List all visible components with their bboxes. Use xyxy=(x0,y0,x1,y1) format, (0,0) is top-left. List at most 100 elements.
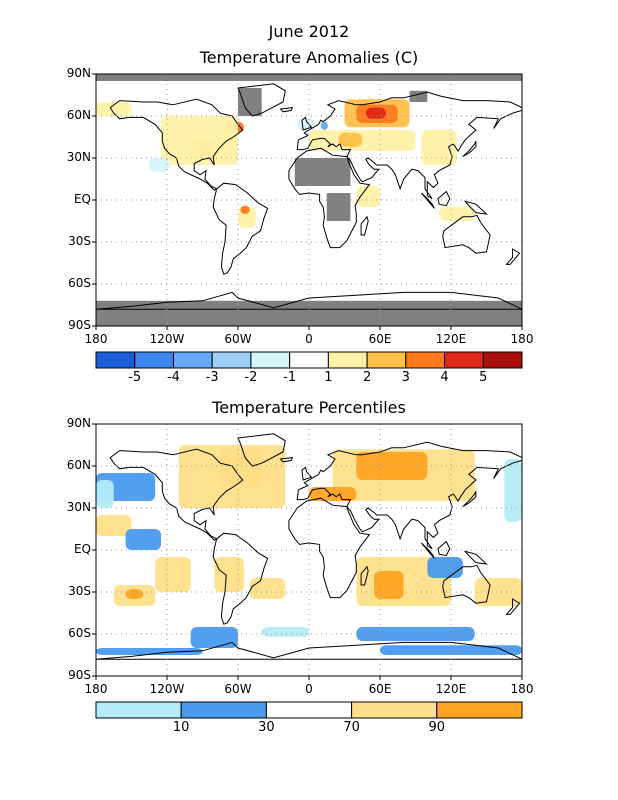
percentiles-lon-label: 180 xyxy=(84,682,108,696)
percentiles-coastline-australia xyxy=(442,564,491,604)
percentiles-lat-label: 60N xyxy=(66,458,91,472)
percentiles-lon-label: 60E xyxy=(368,682,392,696)
percentiles-coastline-africa xyxy=(288,497,371,599)
percentiles-coastline-iceland xyxy=(279,457,294,463)
anomalies-title: Temperature Anomalies (C) xyxy=(199,48,419,67)
percentiles-coastline-northAmerica xyxy=(109,448,244,541)
figure-title: June 2012 xyxy=(268,22,350,41)
percentiles-lat-label: 90N xyxy=(66,416,91,430)
percentiles-anomaly-patch xyxy=(214,557,244,592)
anomalies-lat-label: 90S xyxy=(68,318,91,332)
percentiles-lat-label: 60S xyxy=(68,626,91,640)
anomalies-anomaly-patch xyxy=(365,107,386,119)
anomalies-lon-label: 120W xyxy=(149,332,185,346)
anomalies-anomaly-patch xyxy=(421,130,457,165)
anomalies-coastline-southAmerica xyxy=(212,182,269,275)
percentiles-anomaly-patch xyxy=(125,589,144,599)
percentiles-anomaly-patch xyxy=(96,648,203,655)
percentiles-map xyxy=(92,423,523,719)
anomalies-coastline-britain xyxy=(301,116,313,131)
percentiles-anomaly-patch xyxy=(249,578,286,599)
anomalies-anomaly-patch xyxy=(356,186,380,207)
percentiles-anomaly-patch xyxy=(125,529,162,550)
anomalies-lat-label: EQ xyxy=(73,192,91,206)
percentiles-anomaly-patch xyxy=(380,645,522,655)
anomalies-legend-swatch xyxy=(211,351,252,369)
percentiles-lat-label: EQ xyxy=(73,542,91,556)
percentiles-legend-label: 90 xyxy=(428,720,446,735)
percentiles-anomaly-patch xyxy=(427,557,463,578)
percentiles-coastline-greenland xyxy=(237,433,286,467)
percentiles-legend-label: 10 xyxy=(172,720,190,735)
anomalies-missing-data xyxy=(238,88,262,116)
percentiles-anomaly-patch xyxy=(96,515,132,536)
percentiles-legend-label: 70 xyxy=(343,720,360,735)
anomalies-lat-label: 60S xyxy=(68,276,91,290)
anomalies-legend-swatch xyxy=(405,351,446,369)
anomalies-legend-swatch xyxy=(482,351,523,369)
anomalies-legend-swatch xyxy=(327,351,368,369)
anomalies-lat-label: 60N xyxy=(66,108,91,122)
percentiles-anomaly-patch xyxy=(190,627,238,648)
anomalies-coastline-iceland xyxy=(279,107,294,113)
anomalies-legend-swatch xyxy=(134,351,174,369)
anomalies-missing-data xyxy=(294,158,351,186)
percentiles-lon-label: 60W xyxy=(224,682,252,696)
anomalies-coastline-newGuinea xyxy=(463,200,488,215)
anomalies-anomaly-patch xyxy=(240,205,250,214)
percentiles-anomaly-patch xyxy=(155,557,191,592)
percentiles-lon-label: 180 xyxy=(510,682,534,696)
anomalies-legend-swatch xyxy=(289,351,329,369)
percentiles-coastline-japan xyxy=(462,491,477,508)
percentiles-lon-label: 120W xyxy=(149,682,185,696)
anomalies-legend-label: 5 xyxy=(479,370,488,385)
anomalies-legend-swatch xyxy=(95,351,136,369)
anomalies-legend-label: -5 xyxy=(128,370,142,385)
percentiles-lon-label: 0 xyxy=(305,682,313,696)
anomalies-coastline-newZealand xyxy=(505,248,521,265)
anomalies-lon-label: 60E xyxy=(368,332,392,346)
anomalies-lon-label: 60W xyxy=(224,332,252,346)
anomalies-legend-label: 3 xyxy=(401,370,410,385)
anomalies-anomaly-patch xyxy=(439,207,475,221)
anomalies-anomaly-patch xyxy=(320,121,328,130)
anomalies-lat-label: 30N xyxy=(66,150,91,164)
percentiles-lat-label: 30N xyxy=(66,500,91,514)
anomalies-legend-label: -1 xyxy=(283,370,297,385)
anomalies-lon-label: 0 xyxy=(305,332,313,346)
anomalies-coastline-madagascar xyxy=(360,215,369,236)
anomalies-coastline-indonesia xyxy=(421,192,435,209)
anomalies-anomaly-patch xyxy=(161,116,238,165)
anomalies-lon-label: 180 xyxy=(84,332,108,346)
percentiles-coastline-madagascar xyxy=(360,565,369,586)
anomalies-coastline-northAmerica xyxy=(109,98,244,191)
percentiles-lon-label: 120E xyxy=(435,682,467,696)
anomalies-missing-data xyxy=(96,74,522,81)
percentiles-anomaly-patch xyxy=(261,627,309,637)
percentiles-legend-swatch xyxy=(436,701,523,719)
percentiles-coastline-newGuinea xyxy=(463,550,488,565)
anomalies-lon-label: 120E xyxy=(435,332,467,346)
anomalies-legend-label: -2 xyxy=(244,370,258,385)
percentiles-legend-swatch xyxy=(95,701,182,719)
anomalies-legend-label: 4 xyxy=(440,370,449,385)
percentiles-coastline-antarctica xyxy=(95,641,523,660)
percentiles-coastline-britain xyxy=(301,466,313,481)
percentiles-anomaly-patch xyxy=(504,459,522,522)
percentiles-anomaly-patch xyxy=(374,571,404,599)
percentiles-legend-label: 30 xyxy=(258,720,275,735)
percentiles-lat-label: 90S xyxy=(68,668,91,682)
anomalies-legend-label: -3 xyxy=(205,370,219,385)
percentiles-legend-swatch xyxy=(351,701,438,719)
anomalies-legend-swatch xyxy=(444,351,484,369)
anomalies-anomaly-patch xyxy=(96,102,132,116)
anomalies-coastline-australia xyxy=(442,214,491,254)
anomalies-legend-label: -4 xyxy=(166,370,180,385)
anomalies-anomaly-patch xyxy=(338,132,363,147)
anomalies-legend-swatch xyxy=(172,351,213,369)
percentiles-coastline-southAmerica xyxy=(212,532,269,625)
anomalies-map xyxy=(92,73,523,369)
percentiles-coastline-indonesia xyxy=(421,542,435,559)
anomalies-lon-label: 180 xyxy=(510,332,534,346)
